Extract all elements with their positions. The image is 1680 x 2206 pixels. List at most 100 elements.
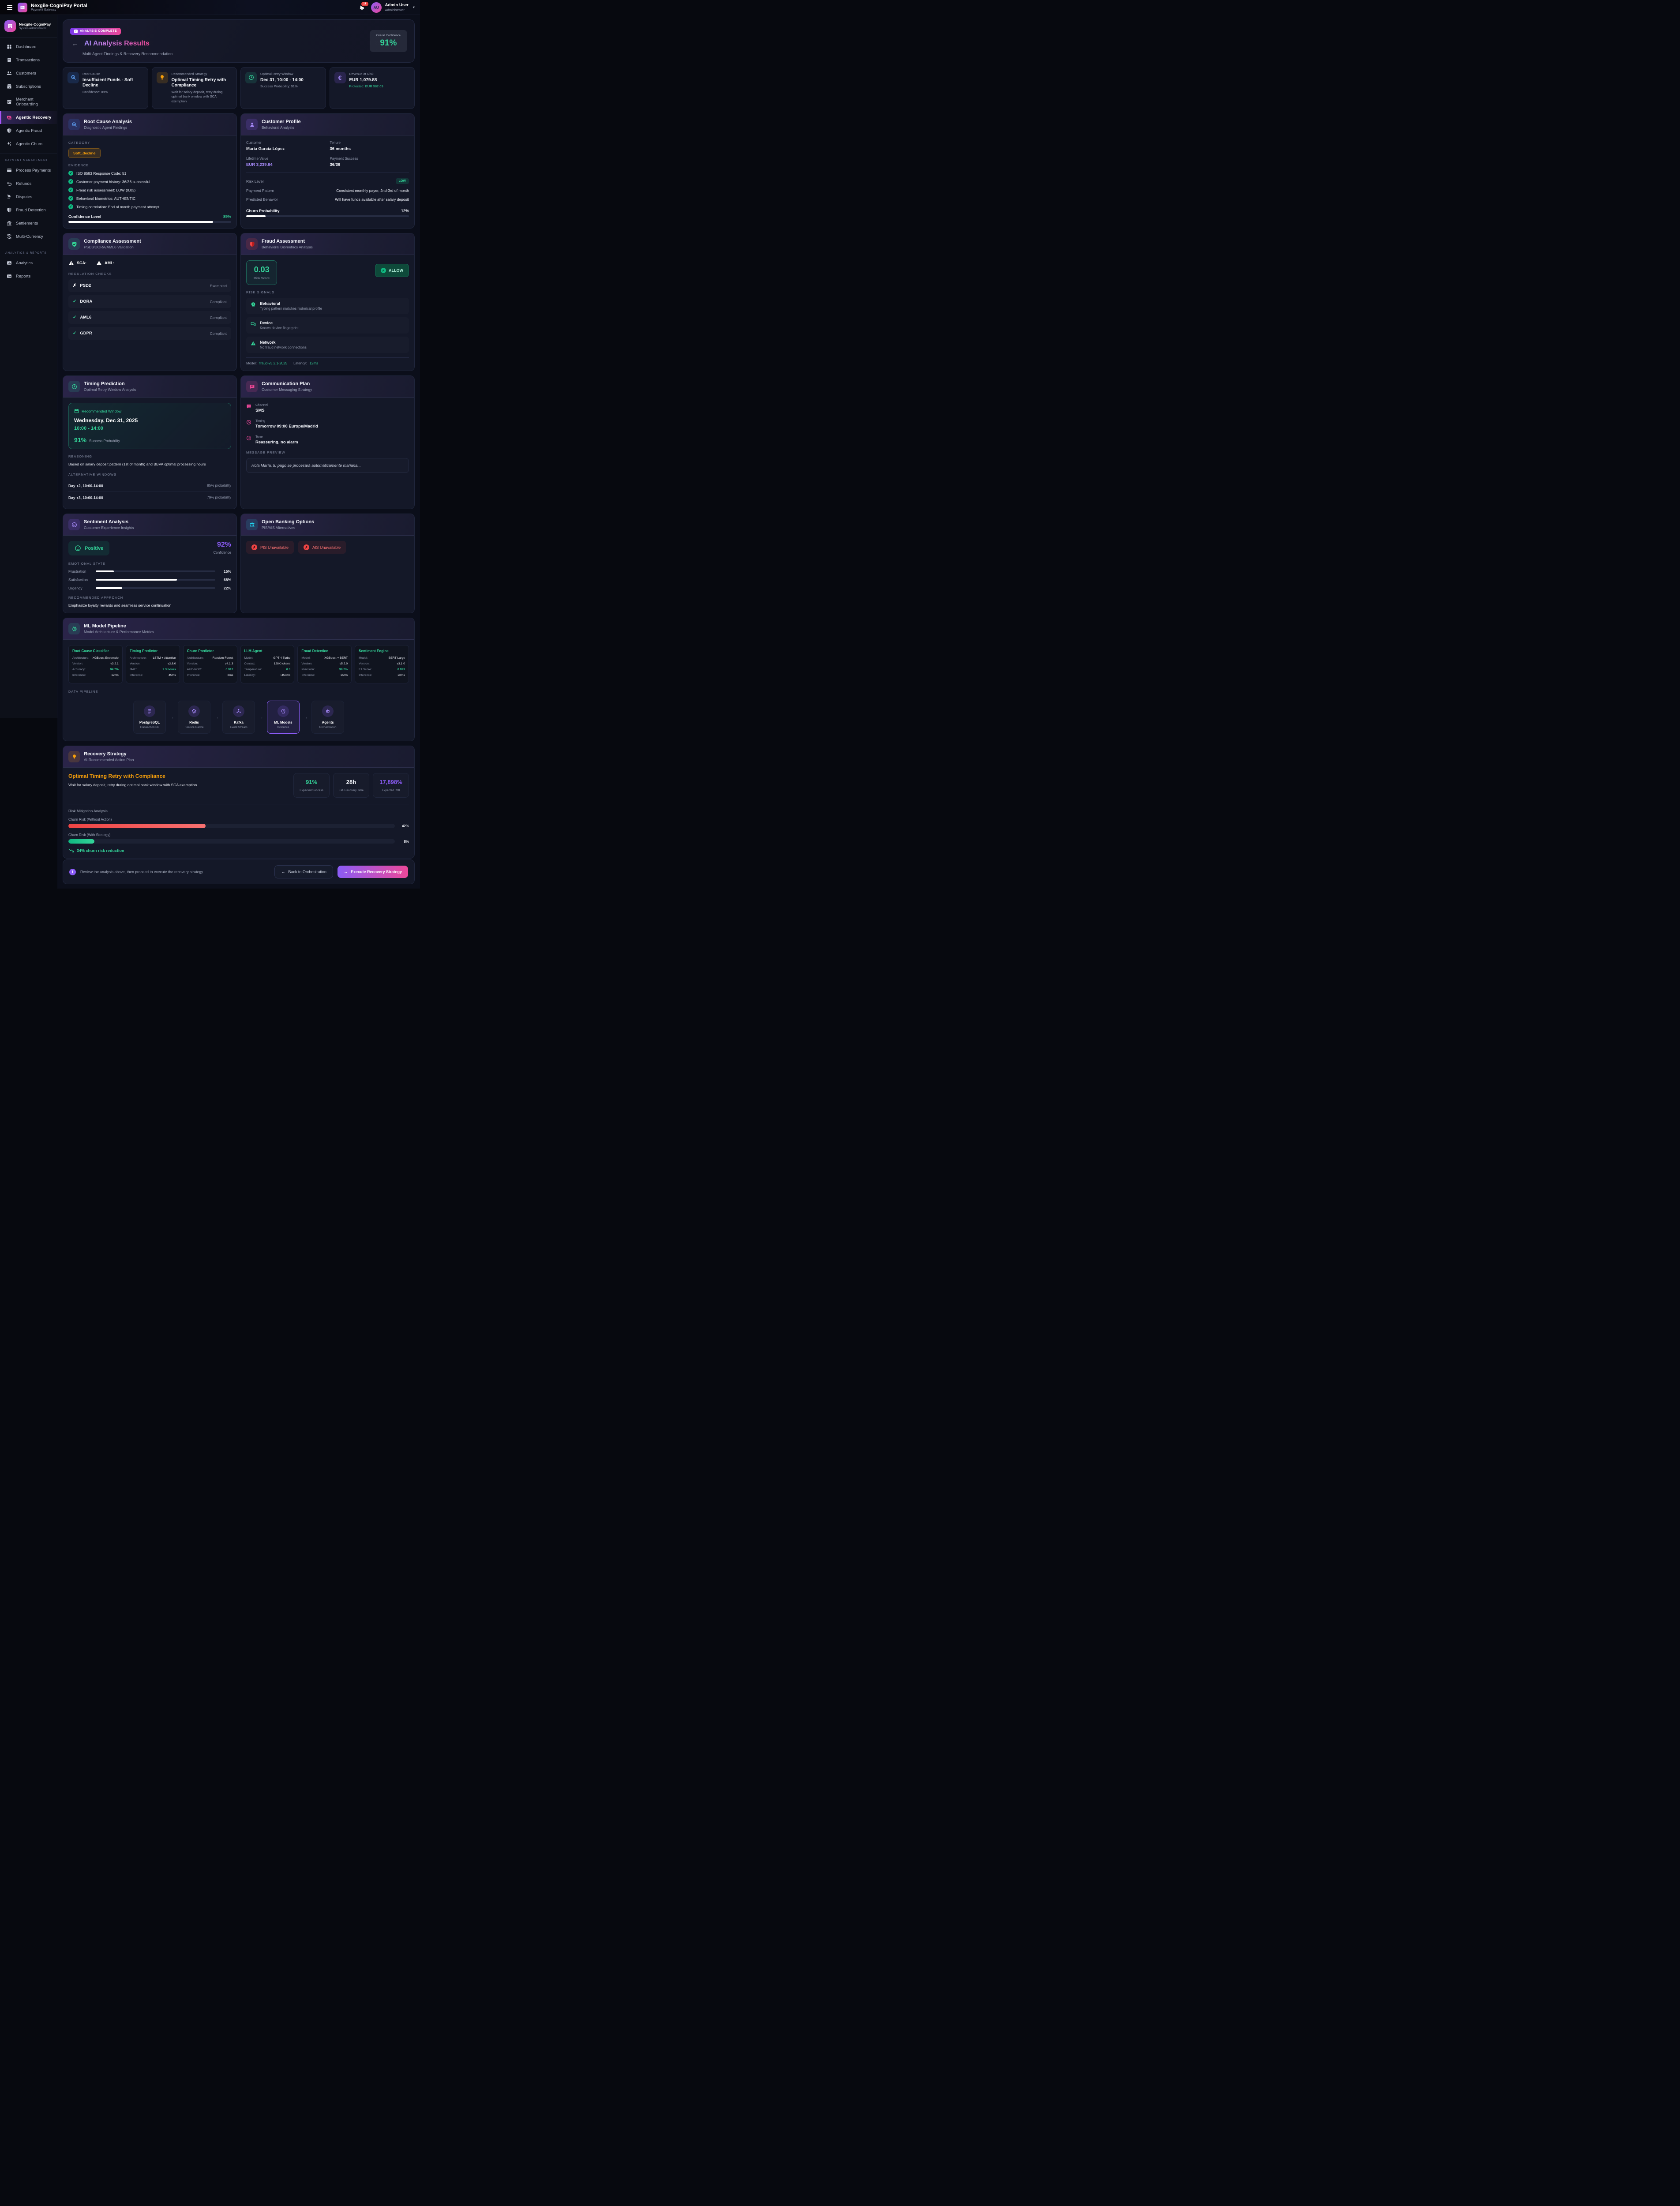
regulation-row: ✓ DORA Compliant	[68, 295, 231, 308]
overall-confidence-label: Overall Confidence	[376, 34, 401, 37]
model-name: Timing Predictor	[129, 649, 158, 653]
metric-value: GPT-4 Turbo	[273, 657, 291, 660]
message-preview: Hola María, tu pago se procesará automát…	[246, 458, 409, 473]
check-icon: ✓	[73, 331, 77, 336]
menu-icon[interactable]	[5, 3, 14, 12]
card-subtitle: PIS/AIS Alternatives	[262, 525, 296, 530]
risk-level-badge: LOW	[395, 178, 409, 184]
comm-value: Tomorrow 09:00 Europe/Madrid	[255, 424, 318, 429]
sidebar-item-label: Subscriptions	[16, 84, 41, 89]
confidence-level-value: 89%	[223, 214, 231, 219]
check-icon: ✓	[68, 204, 73, 210]
x-icon: ✗	[73, 283, 77, 289]
card-title: Customer Profile	[262, 119, 301, 125]
card-title: Compliance Assessment	[84, 239, 141, 244]
sidebar-item-label: Multi-Currency	[16, 234, 43, 239]
metric-label: Model:	[244, 657, 253, 660]
brand-role: System Administrator	[19, 26, 46, 30]
sidebar-item-settlements[interactable]: Settlements	[0, 217, 57, 230]
trending-down-icon	[68, 848, 74, 852]
card-title: Root Cause Analysis	[84, 119, 132, 125]
sidebar-item-transactions[interactable]: Transactions	[0, 53, 57, 67]
warning-triangle-icon	[96, 261, 102, 265]
execute-button-label: Execute Recovery Strategy	[350, 870, 402, 874]
sidebar-item-agentic-fraud[interactable]: Agentic Fraud	[0, 124, 57, 137]
metric-value: 94.7%	[110, 668, 119, 672]
sidebar-item-analytics[interactable]: Analytics	[0, 256, 57, 270]
regulation-name: PSD2	[80, 283, 91, 289]
check-icon: ✓	[73, 299, 77, 304]
sidebar-item-agentic-churn[interactable]: Agentic Churn	[0, 137, 57, 150]
sidebar-item-customers[interactable]: Customers	[0, 67, 57, 80]
sidebar-item-label: Settlements	[16, 221, 38, 226]
analysis-badge-icon: ✓	[74, 29, 78, 33]
profile-field: Payment Success 36/36	[330, 157, 409, 167]
reports-icon	[7, 274, 12, 279]
sidebar-item-process-payments[interactable]: Process Payments	[0, 164, 57, 177]
pipeline-node-postgresql: PostgreSQL Transaction DB	[133, 701, 166, 734]
shield-half-icon	[7, 207, 12, 213]
back-arrow-button[interactable]: ←	[70, 39, 80, 48]
regulation-status: Compliant	[210, 331, 227, 336]
communication-plan-card: Communication Plan Customer Messaging St…	[240, 375, 415, 510]
summary-label: Root Cause	[82, 71, 100, 76]
dashboard-icon	[7, 44, 12, 49]
node-desc: Feature Cache	[184, 726, 204, 729]
sidebar-item-refunds[interactable]: Refunds	[0, 177, 57, 190]
metric-value: BERT-Large	[388, 657, 405, 660]
sidebar-item-merchant-onboarding[interactable]: Merchant Onboarding	[0, 93, 57, 111]
risk-score-label: Risk Score	[254, 276, 270, 281]
app-logo	[18, 2, 27, 12]
risk-level-label: Risk Level	[246, 179, 264, 184]
diagnostic-search-icon	[68, 71, 79, 83]
svg-text:$: $	[8, 236, 10, 238]
subscriptions-icon	[7, 84, 12, 89]
euro-icon: €	[334, 71, 346, 83]
metric-value: 0.912	[225, 668, 233, 672]
node-name: Agents	[322, 720, 334, 725]
node-name: ML Models	[274, 720, 292, 725]
sidebar-item-subscriptions[interactable]: Subscriptions	[0, 80, 57, 93]
sidebar-item-agentic-recovery[interactable]: Agentic Recovery	[0, 111, 57, 124]
card-title: Fraud Assessment	[262, 239, 305, 244]
latency-value: 12ms	[309, 361, 318, 366]
metric-label: MAE:	[129, 668, 137, 672]
back-button-label: Back to Orchestration	[288, 870, 326, 874]
user-block[interactable]: Admin User Administrator	[385, 3, 409, 11]
x-circle-icon: ✗	[304, 544, 310, 551]
sidebar-item-dashboard[interactable]: Dashboard	[0, 40, 57, 53]
stat-label: Est. Recovery Time	[338, 789, 364, 792]
profile-field: Customer María García López	[246, 141, 326, 151]
sidebar-item-fraud-detection[interactable]: Fraud Detection	[0, 203, 57, 217]
signal-name: Device	[260, 321, 273, 326]
card-subtitle: Model Architecture & Performance Metrics	[84, 629, 154, 634]
execute-recovery-button[interactable]: → Execute Recovery Strategy	[337, 866, 408, 878]
model-card-sentiment-engine: Sentiment Engine Model: BERT-Large Versio…	[355, 645, 409, 684]
avatar[interactable]: AU	[371, 2, 382, 13]
confidence-bar	[68, 221, 231, 223]
approach-text: Emphasize loyalty rewards and seamless s…	[68, 603, 172, 608]
pipeline-node-redis: Redis Feature Cache	[178, 701, 210, 734]
risk-score-value: 0.03	[254, 265, 270, 274]
chevron-down-icon[interactable]: ▾	[412, 5, 415, 9]
brand-name: Nexgile-CogniPay	[19, 22, 51, 27]
regulation-name: AML6	[80, 315, 92, 320]
summary-card-strategy: Recommended Strategy Optimal Timing Retr…	[151, 67, 237, 109]
notifications-button[interactable]: 11	[356, 0, 369, 12]
sidebar-item-reports[interactable]: Reports	[0, 270, 57, 283]
sidebar-item-disputes[interactable]: Disputes	[0, 190, 57, 203]
predicted-behavior-row: Predicted Behavior Will have funds avail…	[246, 197, 409, 202]
comm-label: Timing	[255, 419, 266, 423]
metric-value: ~450ms	[279, 674, 291, 677]
field-label: Payment Success	[330, 157, 358, 161]
predicted-behavior-label: Predicted Behavior	[246, 197, 278, 202]
check-icon: ✓	[68, 171, 73, 176]
profile-field: Tenure 36 months	[330, 141, 409, 151]
comm-label: Tone	[255, 435, 263, 439]
devices-icon	[251, 321, 256, 326]
back-to-orchestration-button[interactable]: ← Back to Orchestration	[274, 865, 333, 879]
sidebar-item-label: Customers	[16, 71, 36, 76]
sidebar-item-multi-currency[interactable]: $ Multi-Currency	[0, 230, 57, 243]
metric-label: Version:	[187, 662, 198, 666]
model-card-llm-agent: LLM Agent Model: GPT-4 Turbo Context: 128K…	[240, 645, 295, 684]
